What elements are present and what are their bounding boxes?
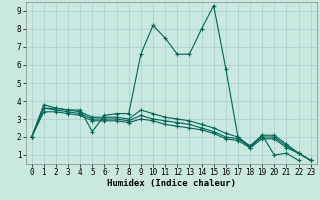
X-axis label: Humidex (Indice chaleur): Humidex (Indice chaleur)	[107, 179, 236, 188]
